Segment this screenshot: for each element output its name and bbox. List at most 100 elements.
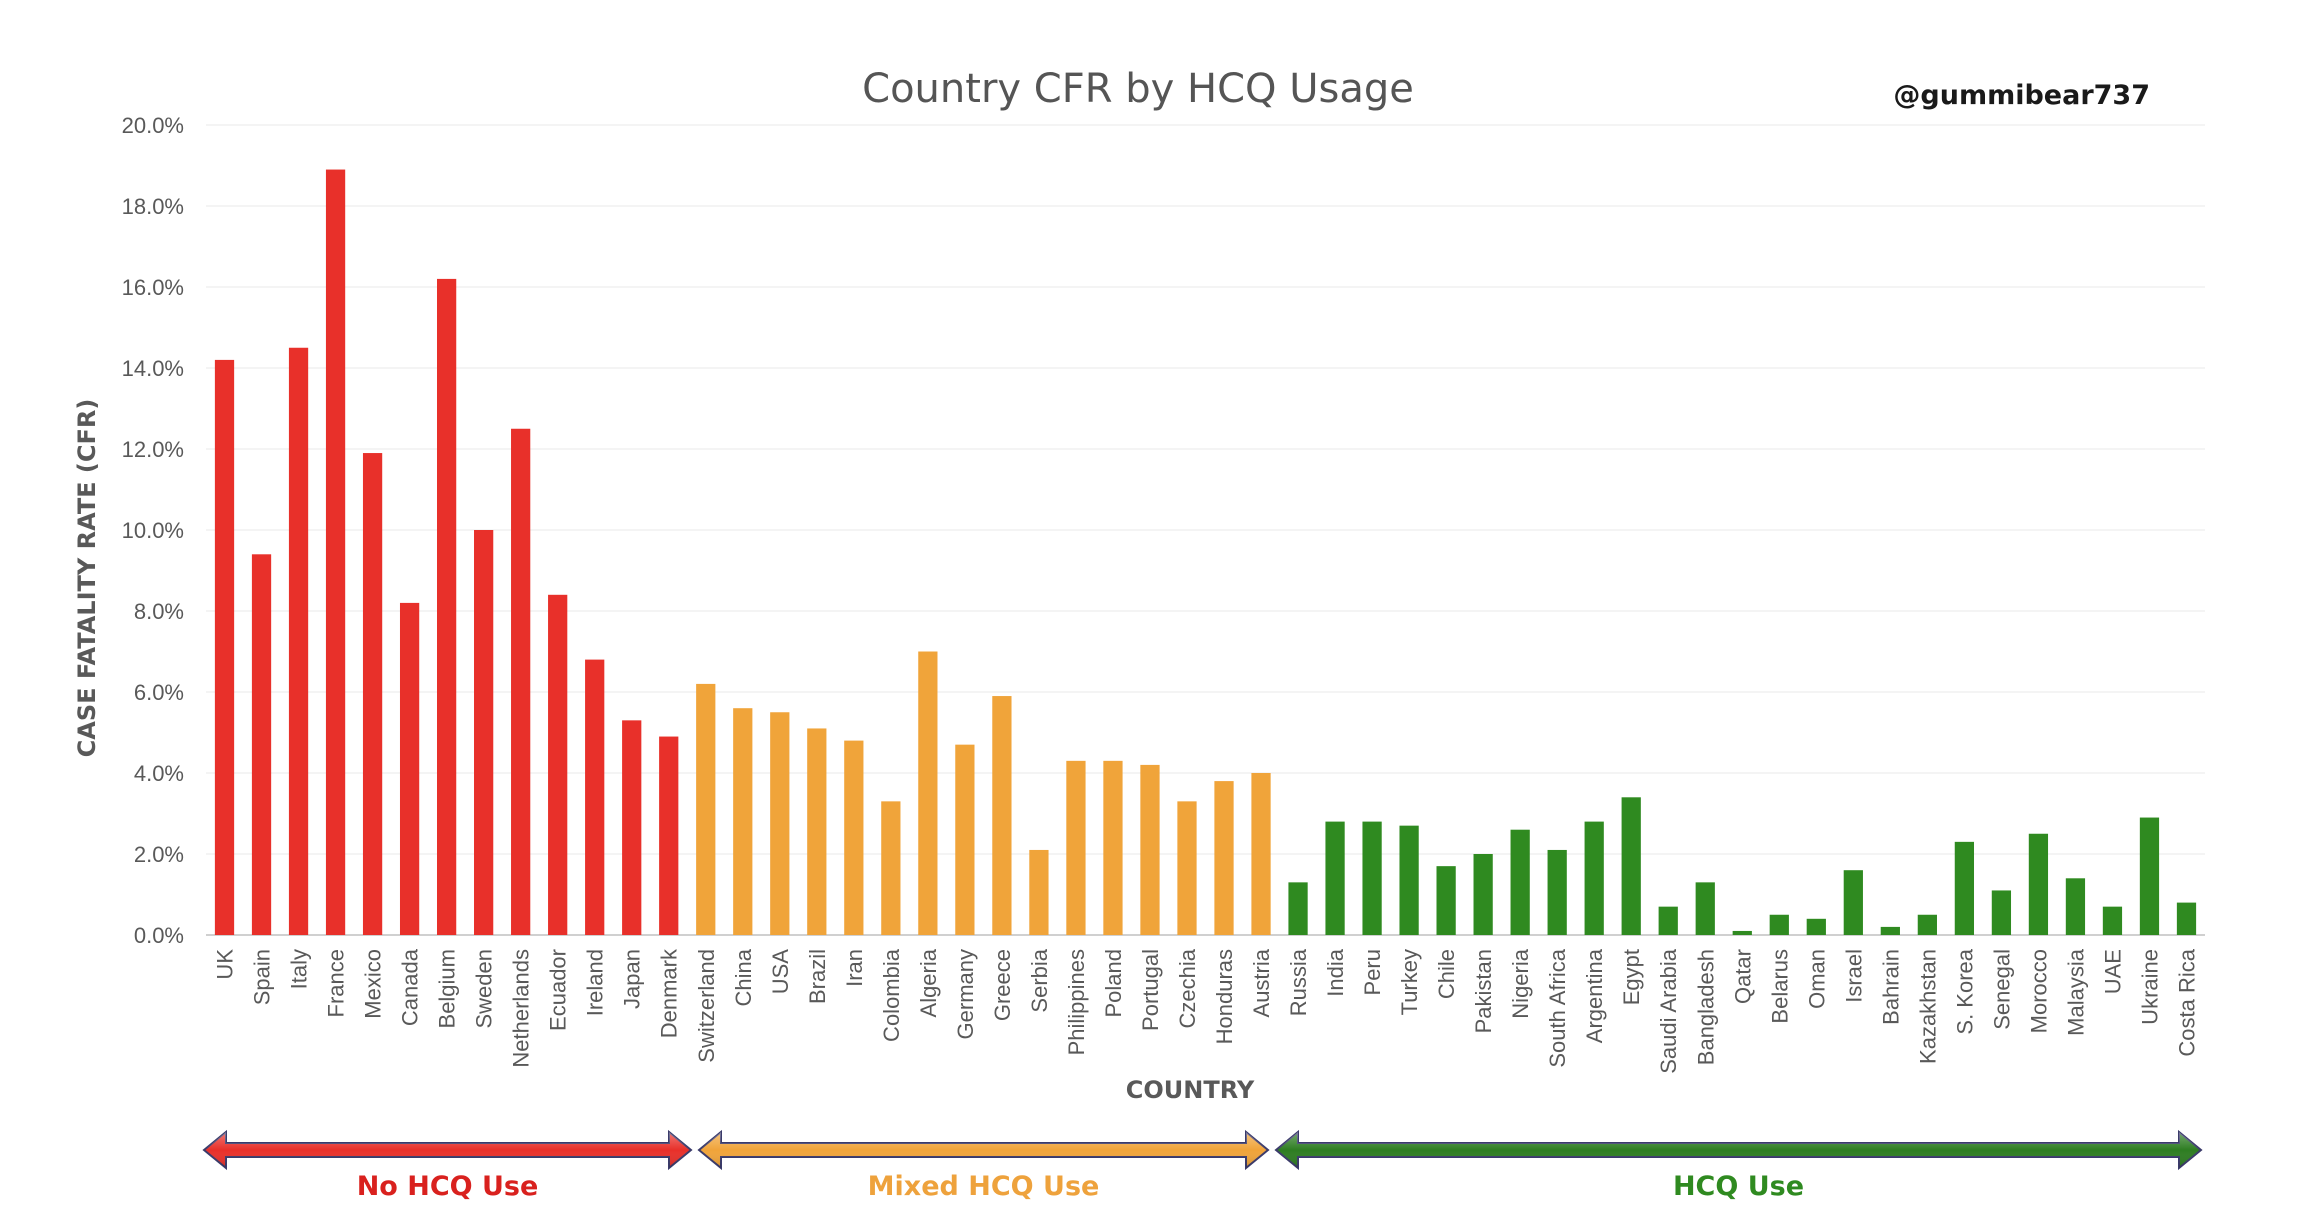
bar <box>1732 930 1752 935</box>
x-tick-label: Belgium <box>435 949 460 1028</box>
bars <box>214 169 2197 936</box>
x-tick-label: Philippines <box>1064 949 1089 1055</box>
x-tick-label: Netherlands <box>509 949 534 1068</box>
bar <box>436 278 457 935</box>
bar <box>1436 866 1456 935</box>
bar <box>1473 854 1493 935</box>
group-label: HCQ Use <box>1673 1171 1804 1202</box>
bar <box>1140 764 1160 935</box>
bar <box>2102 906 2123 935</box>
x-tick-label: Greece <box>990 949 1015 1021</box>
x-tick-label: Argentina <box>1582 948 1607 1043</box>
bar <box>1547 849 1567 935</box>
y-axis-ticks: 0.0% 2.0% 4.0% 6.0% 8.0% 10.0% 12.0% 14.0% 16.0%… <box>122 113 184 948</box>
x-tick-label: Mexico <box>361 949 386 1019</box>
group-arrow-shade <box>1276 1132 2201 1168</box>
x-tick-label: Germany <box>953 949 978 1039</box>
x-tick-label: USA <box>768 949 793 995</box>
bar <box>1621 797 1641 935</box>
x-tick-label: Poland <box>1101 949 1126 1018</box>
x-tick-label: Honduras <box>1212 949 1237 1044</box>
group-arrow-shade <box>204 1132 691 1168</box>
x-tick-label: Morocco <box>2026 949 2051 1033</box>
bar <box>807 728 827 935</box>
group-label: No HCQ Use <box>357 1171 539 1202</box>
x-tick-label: Brazil <box>805 949 830 1004</box>
x-axis-ticks: UK Spain Italy France Mexico Canada Belgium Swe… <box>213 948 2200 1074</box>
x-tick-label: Costa Rica <box>2174 948 2199 1056</box>
bar <box>844 740 864 935</box>
bar <box>548 594 568 935</box>
x-tick-label: Ukraine <box>2137 949 2162 1025</box>
x-tick-label: China <box>731 948 756 1006</box>
x-tick-label: Switzerland <box>694 949 719 1063</box>
x-tick-label: Oman <box>1804 949 1829 1009</box>
bar <box>1769 914 1789 935</box>
bar <box>251 554 272 935</box>
x-tick-label: Algeria <box>916 948 941 1017</box>
bar <box>1103 760 1123 935</box>
x-tick-label: Czechia <box>1175 948 1200 1028</box>
y-tick-label: 4.0% <box>134 761 184 786</box>
y-tick-label: 12.0% <box>122 437 184 462</box>
group-label: Mixed HCQ Use <box>868 1171 1100 1202</box>
bar <box>733 708 753 935</box>
x-tick-label: Italy <box>287 949 312 989</box>
x-tick-label: Kazakhstan <box>1915 949 1940 1064</box>
x-tick-label: Portugal <box>1138 949 1163 1031</box>
x-tick-label: Bahrain <box>1878 949 1903 1025</box>
bar <box>325 169 346 936</box>
bar <box>214 359 235 935</box>
bar <box>659 736 679 935</box>
bar <box>1251 773 1271 935</box>
x-tick-label: Sweden <box>472 949 497 1029</box>
bar <box>2065 878 2086 935</box>
y-tick-label: 20.0% <box>122 113 184 138</box>
bar <box>1029 849 1049 935</box>
x-tick-label: Spain <box>250 949 275 1005</box>
x-tick-label: Iran <box>842 949 867 987</box>
bar <box>881 801 901 935</box>
x-tick-label: Russia <box>1286 948 1311 1016</box>
bar <box>1399 825 1419 935</box>
bar <box>511 428 531 935</box>
bar <box>1214 781 1234 935</box>
bar <box>399 602 420 935</box>
bar <box>1954 841 1975 935</box>
x-tick-label: France <box>324 949 349 1017</box>
y-tick-label: 0.0% <box>134 923 184 948</box>
y-tick-label: 2.0% <box>134 842 184 867</box>
bar <box>1362 821 1382 935</box>
bar <box>955 744 975 935</box>
x-tick-label: UK <box>213 949 238 980</box>
x-tick-label: Pakistan <box>1471 949 1496 1033</box>
grid-lines <box>206 124 2205 936</box>
x-tick-label: Malaysia <box>2063 948 2088 1036</box>
x-tick-label: Bangladesh <box>1693 949 1718 1065</box>
bar <box>1806 918 1826 935</box>
bar <box>2176 902 2197 935</box>
bar <box>585 659 605 935</box>
y-tick-label: 16.0% <box>122 275 184 300</box>
x-tick-label: South Africa <box>1545 948 1570 1067</box>
bar <box>288 347 309 935</box>
x-tick-label: Serbia <box>1027 948 1052 1012</box>
bar <box>1510 829 1530 935</box>
x-tick-label: Nigeria <box>1508 948 1533 1018</box>
bar <box>1843 870 1863 935</box>
x-tick-label: Qatar <box>1730 949 1755 1004</box>
x-tick-label: Senegal <box>1989 949 2014 1030</box>
x-tick-label: Israel <box>1841 949 1866 1003</box>
bar <box>1917 914 1937 935</box>
y-tick-label: 8.0% <box>134 599 184 624</box>
x-tick-label: Denmark <box>657 948 682 1038</box>
bar <box>474 530 494 935</box>
y-axis-title: CASE FATALITY RATE (CFR) <box>73 399 101 758</box>
bar <box>362 453 383 935</box>
bar <box>1695 882 1715 935</box>
bar <box>1177 801 1197 935</box>
x-tick-label: UAE <box>2100 949 2125 994</box>
x-tick-label: Chile <box>1434 949 1459 999</box>
